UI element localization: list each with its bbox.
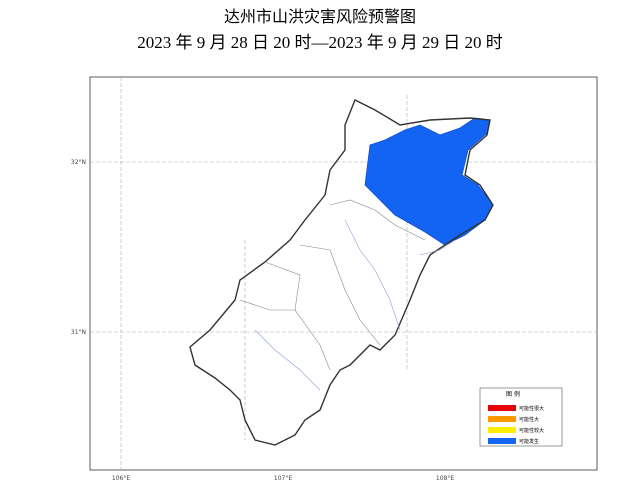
lon-label: 106°E bbox=[112, 475, 130, 482]
lat-label: 31°N bbox=[71, 329, 86, 336]
legend-swatch bbox=[488, 438, 516, 444]
subtitle: 2023 年 9 月 28 日 20 时—2023 年 9 月 29 日 20 … bbox=[137, 33, 503, 52]
legend-swatch bbox=[488, 405, 516, 411]
map-frame bbox=[89, 76, 598, 471]
warning-area bbox=[364, 117, 494, 246]
legend-label: 可能发生 bbox=[519, 438, 539, 445]
lon-label: 107°E bbox=[274, 475, 292, 482]
title: 达州市山洪灾害风险预警图 bbox=[224, 8, 416, 26]
region-outline bbox=[189, 99, 494, 446]
legend-swatch bbox=[488, 427, 516, 433]
legend-label: 可能性大 bbox=[519, 416, 539, 423]
lon-label: 108°E bbox=[436, 475, 454, 482]
rivers bbox=[254, 219, 456, 391]
county-borders bbox=[239, 199, 426, 371]
legend-label: 可能性很大 bbox=[519, 405, 544, 412]
legend-swatch bbox=[488, 416, 516, 422]
legend-label: 可能性较大 bbox=[519, 427, 544, 434]
lat-label: 32°N bbox=[71, 159, 86, 166]
legend-title: 图 例 bbox=[506, 390, 520, 398]
